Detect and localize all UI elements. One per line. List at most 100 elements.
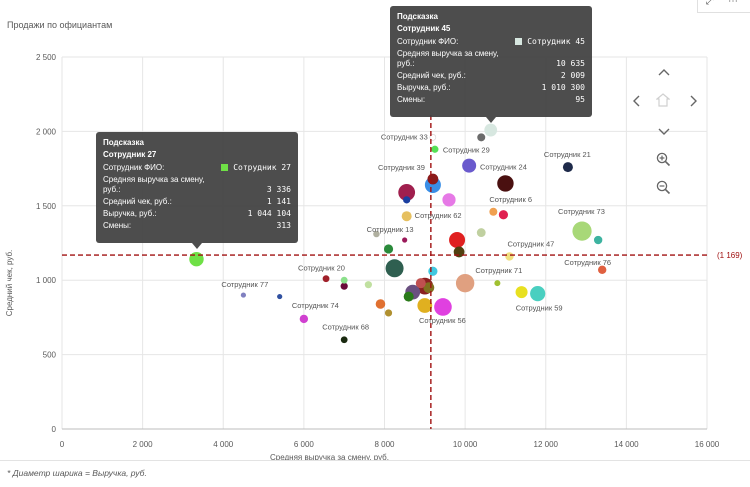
- data-point[interactable]: [434, 298, 452, 316]
- data-point[interactable]: [375, 299, 386, 309]
- data-points[interactable]: [189, 123, 607, 344]
- data-point[interactable]: [277, 293, 283, 300]
- data-point[interactable]: [593, 235, 603, 245]
- chevron-up-icon[interactable]: [658, 66, 670, 78]
- tooltip-subheader: Сотрудник 45: [397, 24, 451, 33]
- chart-title: Продажи по официантам: [7, 20, 113, 30]
- tooltip-pointer: [192, 243, 202, 249]
- x-tick-label: 10 000: [453, 440, 478, 449]
- data-point[interactable]: [455, 273, 475, 293]
- data-point[interactable]: [383, 244, 394, 254]
- data-point[interactable]: [442, 193, 456, 207]
- tooltip-value: 1 141: [266, 197, 291, 206]
- data-point[interactable]: [189, 252, 204, 267]
- tooltip-value: 2 009: [560, 71, 585, 80]
- tooltip-row-revenue: Выручка, руб.: 1 044 104: [103, 209, 291, 219]
- data-point[interactable]: [322, 275, 330, 283]
- tooltip-value: Сотрудник 45: [515, 37, 585, 47]
- data-point[interactable]: [530, 285, 546, 302]
- tooltip-key: Смены:: [103, 221, 132, 230]
- data-point[interactable]: [385, 259, 404, 278]
- x-tick-label: 12 000: [534, 440, 559, 449]
- data-point[interactable]: [299, 314, 309, 324]
- point-label: Сотрудник 68: [322, 323, 369, 332]
- data-point[interactable]: [402, 237, 408, 243]
- data-point[interactable]: [384, 309, 393, 317]
- zoom-in-icon[interactable]: [656, 152, 671, 169]
- footer: * Диаметр шарика = Выручка, руб.: [0, 460, 750, 487]
- data-point[interactable]: [489, 207, 498, 216]
- chevron-right-icon[interactable]: [690, 95, 698, 109]
- data-point[interactable]: [403, 291, 414, 302]
- data-point[interactable]: [398, 184, 416, 201]
- chevron-down-icon[interactable]: [658, 126, 670, 138]
- zoom-out-icon[interactable]: [656, 180, 671, 197]
- x-tick-label: 16 000: [695, 440, 720, 449]
- point-label: Сотрудник 62: [415, 211, 462, 220]
- tooltip-value: 10 635: [556, 59, 585, 68]
- data-point[interactable]: [427, 173, 439, 185]
- data-point[interactable]: [494, 280, 501, 287]
- point-label: Сотрудник 77: [221, 280, 268, 289]
- data-point[interactable]: [373, 230, 380, 238]
- tooltip-pointer: [486, 117, 496, 123]
- data-point[interactable]: [498, 210, 509, 220]
- home-icon[interactable]: [655, 93, 671, 109]
- data-point[interactable]: [340, 336, 348, 344]
- tooltip-row-revenue: Выручка, руб.: 1 010 300: [397, 83, 585, 93]
- tooltip-row-name: Сотрудник ФИО: Сотрудник 27: [103, 163, 291, 173]
- data-point[interactable]: [340, 276, 348, 284]
- data-point[interactable]: [462, 158, 477, 173]
- data-point[interactable]: [415, 278, 426, 289]
- data-point[interactable]: [428, 266, 438, 276]
- tooltip-row-name: Сотрудник ФИО: Сотрудник 45: [397, 37, 585, 47]
- tooltip-value: 95: [575, 95, 585, 104]
- y-tick-label: 2 000: [36, 127, 57, 136]
- point-label: Сотрудник 33: [381, 132, 428, 141]
- data-point[interactable]: [562, 162, 573, 173]
- data-point[interactable]: [431, 145, 439, 153]
- point-label: Сотрудник 73: [558, 207, 605, 216]
- x-tick-label: 8 000: [374, 440, 395, 449]
- data-point[interactable]: [484, 123, 498, 137]
- data-point[interactable]: [449, 232, 466, 249]
- data-point[interactable]: [364, 281, 372, 289]
- y-tick-label: 500: [43, 351, 57, 360]
- data-point[interactable]: [403, 196, 411, 204]
- tooltip-key: Сотрудник ФИО:: [397, 37, 459, 46]
- grid: [61, 56, 708, 430]
- color-swatch: [515, 38, 523, 45]
- data-point[interactable]: [505, 252, 514, 261]
- y-axis-title: Средний чек, руб.: [5, 250, 14, 317]
- data-point[interactable]: [572, 221, 592, 241]
- chevron-left-icon[interactable]: [632, 95, 640, 109]
- tooltip-row-shifts: Смены: 313: [103, 221, 291, 231]
- point-label: Сотрудник 56: [419, 316, 466, 325]
- data-point[interactable]: [597, 265, 607, 274]
- point-label: Сотрудник 59: [516, 304, 563, 313]
- point-label: Сотрудник 21: [544, 150, 591, 159]
- tooltip-key: Средняя выручка за смену, руб.:: [103, 175, 205, 194]
- data-point[interactable]: [240, 292, 247, 298]
- point-label: Сотрудник 76: [564, 258, 611, 267]
- tooltip-key: Сотрудник ФИО:: [103, 163, 165, 172]
- tooltip-value: 313: [276, 221, 291, 230]
- tooltip-key: Средняя выручка за смену, руб.:: [397, 49, 499, 68]
- data-point[interactable]: [515, 286, 528, 299]
- data-point[interactable]: [497, 175, 514, 192]
- color-swatch: [221, 164, 229, 171]
- data-point[interactable]: [477, 133, 486, 142]
- data-point[interactable]: [401, 211, 412, 222]
- data-point[interactable]: [417, 298, 433, 313]
- more-options-icon[interactable]: ⋯: [728, 0, 738, 7]
- x-axis-title: Средняя выручка за смену, руб.: [270, 453, 389, 460]
- tooltip-header: Подсказка: [103, 138, 144, 147]
- scatter-chart[interactable]: 0 2 000 4 000 6 000 8 000 10 000 12 000 14 000 1…: [0, 0, 750, 460]
- data-point[interactable]: [340, 282, 348, 290]
- data-point[interactable]: [476, 228, 486, 237]
- tooltip-value: 1 010 300: [541, 83, 585, 92]
- tooltip-value: Сотрудник 27: [221, 163, 291, 173]
- tooltip-row-check: Средний чек, руб.: 2 009: [397, 71, 585, 81]
- expand-icon[interactable]: ⤢: [706, 0, 714, 7]
